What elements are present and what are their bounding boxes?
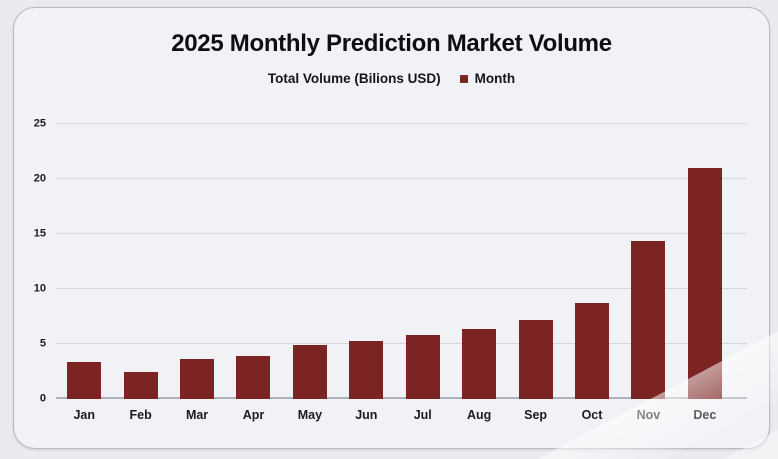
x-tick-label: May [297,408,323,422]
x-tick-label: Mar [185,408,209,422]
gridline [56,233,747,234]
x-tick-label: Jul [413,408,432,422]
x-tick-label: Jan [73,408,95,422]
bar-jun[interactable] [349,340,384,399]
legend-square-icon [459,74,468,83]
gridline [56,178,747,179]
chart-card: 2025 Monthly Prediction Market Volume To… [13,7,770,449]
bar-column [56,124,112,399]
x-tick-label: Nov [636,408,661,422]
y-tick-label: 0 [39,392,46,405]
bar-may[interactable] [292,345,327,399]
chart-title: 2025 Monthly Prediction Market Volume [171,30,612,57]
x-tick-label: Jun [355,408,378,422]
bar-jan[interactable] [67,361,102,399]
bar-column [677,124,733,399]
legend-item-month[interactable]: Month [459,71,516,86]
bar-column [282,124,338,399]
bar-column [395,124,451,399]
x-tick-label: Oct [581,408,603,422]
legend-item-label: Month [474,71,516,86]
x-axis-labels: Jan Feb Mar Apr May Jun Jul Aug Sep Oct Nov Dec [56,408,733,428]
bar-column [451,124,507,399]
bar-column [564,124,620,399]
bar-mar[interactable] [180,359,215,399]
series-label: Total Volume (Bilions USD) [267,71,441,86]
y-tick-label: 20 [33,172,46,185]
bar-nov[interactable] [631,240,666,399]
y-tick-label: 10 [33,282,46,295]
y-tick-label: 25 [33,117,46,130]
x-tick-label: Aug [467,408,492,422]
bar-column [507,124,563,399]
bar-aug[interactable] [462,328,497,399]
bar-apr[interactable] [236,356,271,399]
bar-column [225,124,281,399]
x-axis-line [56,397,747,399]
x-tick-label: Dec [693,408,717,422]
bar-oct[interactable] [575,303,609,399]
gridline [56,288,747,289]
bar-dec[interactable] [687,168,722,399]
bar-column [169,124,225,399]
x-tick-label: Sep [524,408,548,422]
bar-column [112,124,168,399]
y-tick-label: 5 [39,337,46,350]
bar-column [620,124,676,399]
gridline [56,343,747,344]
plot-grid-layer: 0 5 10 15 20 25 [34,118,747,404]
bar-feb[interactable] [123,371,158,399]
bar-chart-plot: 0 5 10 15 20 25 [34,118,747,404]
gridline [56,123,747,124]
bar-sep[interactable] [518,319,553,399]
bar-jul[interactable] [405,335,440,399]
bars-layer [56,124,733,399]
chart-legend-row: Total Volume (Bilions USD) Month [14,71,769,86]
x-tick-label: Apr [242,408,265,422]
y-tick-label: 15 [33,227,46,240]
bar-column [338,124,394,399]
x-tick-label: Feb [129,408,152,422]
